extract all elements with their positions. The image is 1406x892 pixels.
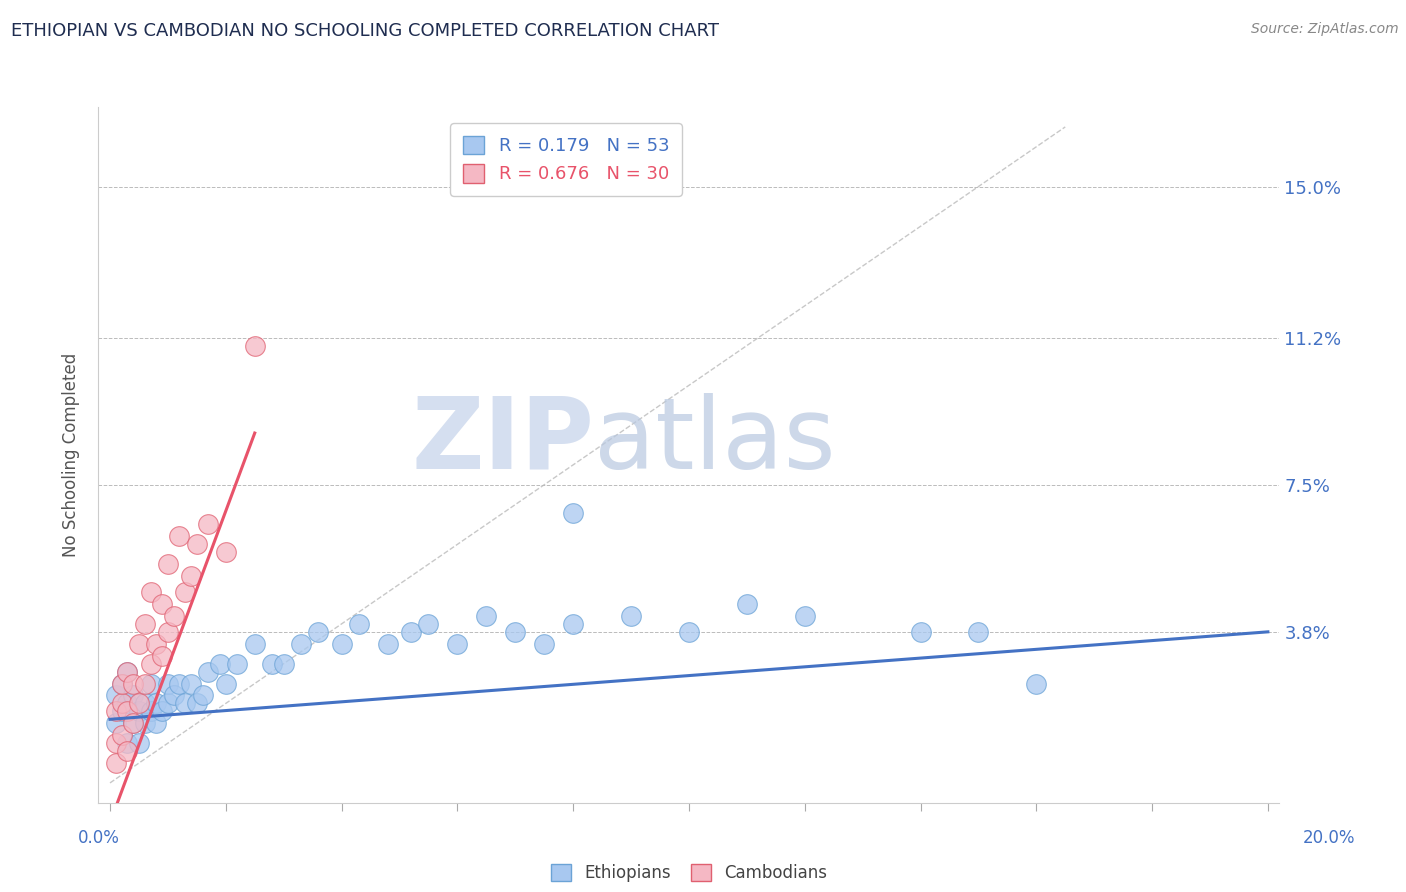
Point <box>104 716 127 731</box>
Text: atlas: atlas <box>595 392 837 490</box>
Point <box>290 637 312 651</box>
Point <box>117 665 139 679</box>
Point <box>139 676 162 690</box>
Point <box>562 616 585 631</box>
Point <box>150 597 173 611</box>
Text: ETHIOPIAN VS CAMBODIAN NO SCHOOLING COMPLETED CORRELATION CHART: ETHIOPIAN VS CAMBODIAN NO SCHOOLING COMP… <box>11 22 720 40</box>
Point <box>186 697 208 711</box>
Point <box>122 689 145 703</box>
Point <box>1025 676 1047 690</box>
Point <box>117 704 139 718</box>
Point <box>735 597 758 611</box>
Point <box>169 529 191 543</box>
Point <box>533 637 555 651</box>
Point <box>910 624 932 639</box>
Point <box>180 676 202 690</box>
Text: 0.0%: 0.0% <box>77 829 120 847</box>
Point <box>197 517 219 532</box>
Point <box>208 657 231 671</box>
Point <box>145 697 167 711</box>
Point <box>117 744 139 758</box>
Point <box>197 665 219 679</box>
Text: Source: ZipAtlas.com: Source: ZipAtlas.com <box>1251 22 1399 37</box>
Point <box>110 676 132 690</box>
Point <box>110 704 132 718</box>
Point <box>191 689 214 703</box>
Point <box>117 665 139 679</box>
Point <box>104 736 127 750</box>
Point <box>174 585 197 599</box>
Point <box>104 689 127 703</box>
Point <box>104 756 127 770</box>
Point <box>163 609 186 624</box>
Point <box>377 637 399 651</box>
Point <box>128 637 150 651</box>
Point <box>186 537 208 551</box>
Point <box>122 716 145 731</box>
Point <box>307 624 329 639</box>
Point <box>503 624 526 639</box>
Point <box>150 704 173 718</box>
Point <box>243 637 266 651</box>
Point <box>967 624 990 639</box>
Point <box>145 716 167 731</box>
Point <box>620 609 643 624</box>
Point <box>134 716 156 731</box>
Point <box>122 676 145 690</box>
Point <box>110 697 132 711</box>
Point <box>793 609 815 624</box>
Point <box>134 616 156 631</box>
Point <box>110 676 132 690</box>
Point <box>156 558 179 572</box>
Point <box>156 676 179 690</box>
Point <box>150 648 173 663</box>
Point <box>180 569 202 583</box>
Point <box>139 704 162 718</box>
Point <box>163 689 186 703</box>
Point <box>399 624 422 639</box>
Point <box>174 697 197 711</box>
Point <box>215 676 238 690</box>
Point <box>262 657 284 671</box>
Point <box>122 716 145 731</box>
Point <box>475 609 498 624</box>
Point <box>128 736 150 750</box>
Point <box>139 585 162 599</box>
Point <box>117 736 139 750</box>
Point <box>446 637 468 651</box>
Point <box>104 704 127 718</box>
Point <box>128 704 150 718</box>
Point <box>678 624 700 639</box>
Point <box>330 637 353 651</box>
Point <box>243 338 266 352</box>
Point <box>156 697 179 711</box>
Point <box>134 697 156 711</box>
Point <box>139 657 162 671</box>
Point <box>156 624 179 639</box>
Point <box>169 676 191 690</box>
Point <box>418 616 440 631</box>
Point <box>347 616 370 631</box>
Point <box>273 657 295 671</box>
Point <box>128 697 150 711</box>
Point <box>134 676 156 690</box>
Point <box>562 506 585 520</box>
Text: 20.0%: 20.0% <box>1302 829 1355 847</box>
Point <box>110 728 132 742</box>
Legend: Ethiopians, Cambodians: Ethiopians, Cambodians <box>544 857 834 888</box>
Point <box>117 697 139 711</box>
Y-axis label: No Schooling Completed: No Schooling Completed <box>62 353 80 557</box>
Point <box>215 545 238 559</box>
Text: ZIP: ZIP <box>412 392 595 490</box>
Point <box>226 657 249 671</box>
Point <box>145 637 167 651</box>
